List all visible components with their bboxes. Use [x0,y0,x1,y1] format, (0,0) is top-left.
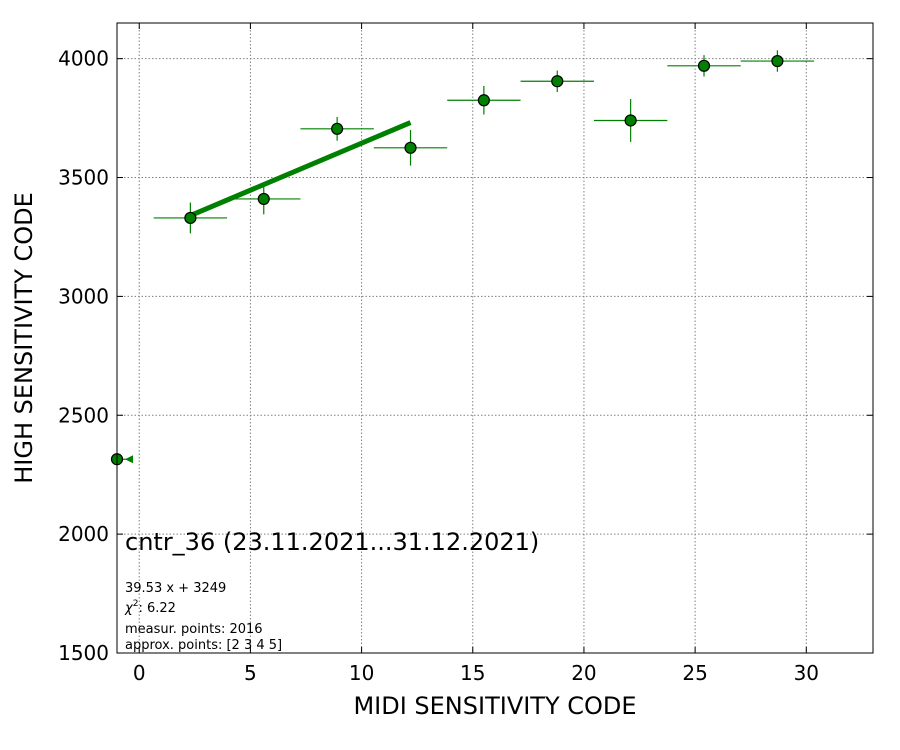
data-point [667,55,741,77]
annotation-chi2: χ2: 6.22 [124,599,176,616]
y-axis-label: HIGH SENSITIVITY CODE [10,192,38,484]
x-axis-label: MIDI SENSITIVITY CODE [353,692,636,720]
data-point [153,202,228,234]
x-tick-label: 5 [244,661,257,685]
y-tick-label: 2500 [58,403,109,427]
annotation-approx-points: approx. points: [2 3 4 5] [125,638,282,653]
point-marker [257,192,270,206]
lower-limit-arrow [125,455,133,464]
point-marker [771,54,784,68]
point-marker [697,59,711,72]
x-tick-label: 25 [682,661,707,685]
data-point [520,70,594,92]
point-marker [331,122,344,135]
fit-line-layer [189,120,412,218]
y-tick-label: 3500 [58,166,109,190]
annotation-fit-equation: 39.53 x + 3249 [125,581,226,596]
point-marker [404,141,417,154]
outlier-point [110,453,133,466]
x-tick-label: 20 [571,661,596,685]
chart-title: cntr_36 (23.11.2021...31.12.2021) [125,528,539,556]
x-tick-label: 30 [794,661,819,685]
data-point [373,129,448,166]
axis-ticks: 0 5 10 15 20 25 30 1500 2000 2500 3000 3500 4000 [58,23,873,685]
x-tick-label: 10 [349,661,374,685]
data-points [110,50,815,466]
chi2-symbol: χ [124,601,134,616]
y-tick-label: 4000 [58,47,109,71]
chi2-value: : 6.22 [138,601,175,616]
data-point [593,99,668,142]
x-tick-label: 15 [460,661,485,685]
y-tick-label: 2000 [58,522,109,546]
data-point [227,183,301,215]
point-marker [184,211,197,225]
y-tick-label: 1500 [58,641,109,665]
point-marker [624,114,637,127]
plot-frame [116,22,874,654]
y-tick-label: 3000 [58,284,109,308]
annotation-measur-points: measur. points: 2016 [125,622,263,637]
point-marker [477,94,490,107]
point-marker [551,75,564,88]
chi2-superscript: 2 [133,599,139,609]
fit-line [189,120,412,218]
x-tick-label: 0 [133,661,146,685]
data-point [740,50,815,72]
data-point [447,86,521,115]
grid [117,23,873,654]
data-point [300,116,374,141]
